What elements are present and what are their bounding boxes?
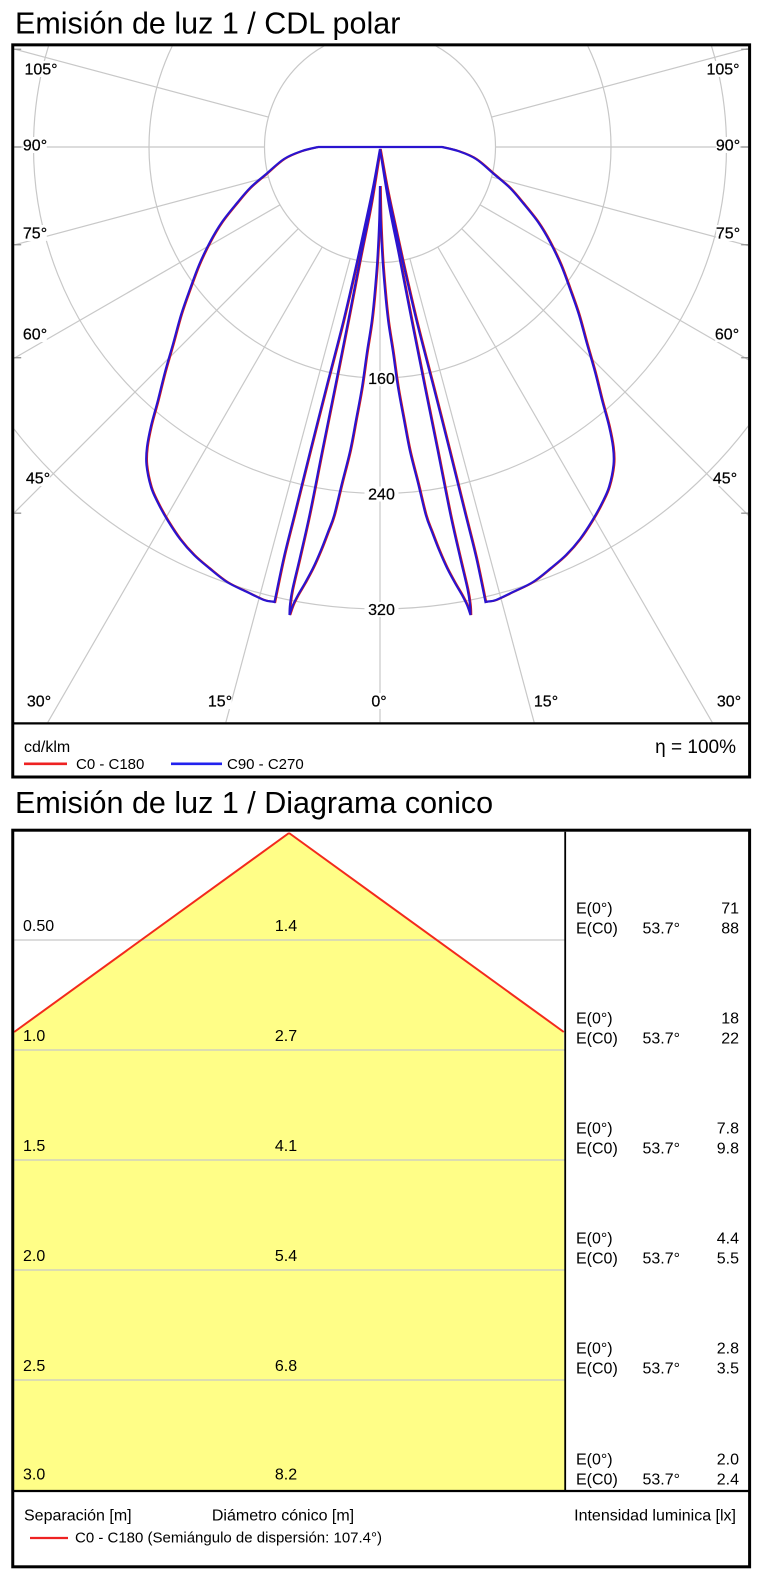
svg-text:53.7°: 53.7° bbox=[642, 1251, 680, 1268]
svg-text:15°: 15° bbox=[208, 694, 232, 711]
svg-text:240: 240 bbox=[368, 487, 395, 504]
svg-text:E(0°): E(0°) bbox=[576, 901, 613, 918]
svg-text:71: 71 bbox=[721, 901, 739, 918]
svg-text:18: 18 bbox=[721, 1011, 739, 1028]
svg-text:75°: 75° bbox=[716, 226, 740, 243]
svg-text:3.5: 3.5 bbox=[717, 1361, 739, 1378]
svg-text:Emisión de luz 1 / CDL polar: Emisión de luz 1 / CDL polar bbox=[15, 7, 400, 41]
svg-text:E(C0): E(C0) bbox=[576, 1141, 618, 1158]
svg-text:2.8: 2.8 bbox=[717, 1341, 739, 1358]
svg-text:75°: 75° bbox=[23, 226, 47, 243]
svg-text:C90 - C270: C90 - C270 bbox=[227, 756, 304, 773]
svg-text:E(C0): E(C0) bbox=[576, 1031, 618, 1048]
svg-text:320: 320 bbox=[368, 602, 395, 619]
svg-text:4.4: 4.4 bbox=[717, 1231, 739, 1248]
svg-text:9.8: 9.8 bbox=[717, 1141, 739, 1158]
svg-text:30°: 30° bbox=[27, 694, 51, 711]
svg-text:1.4: 1.4 bbox=[275, 918, 297, 935]
svg-text:0.50: 0.50 bbox=[23, 918, 54, 935]
svg-text:5.4: 5.4 bbox=[275, 1248, 297, 1265]
svg-text:E(C0): E(C0) bbox=[576, 921, 618, 938]
svg-text:Diámetro cónico [m]: Diámetro cónico [m] bbox=[212, 1508, 354, 1525]
svg-text:88: 88 bbox=[721, 921, 739, 938]
svg-text:E(0°): E(0°) bbox=[576, 1231, 613, 1248]
svg-text:Emisión de luz 1 / Diagrama co: Emisión de luz 1 / Diagrama conico bbox=[15, 786, 493, 820]
svg-text:5.5: 5.5 bbox=[717, 1251, 739, 1268]
svg-text:45°: 45° bbox=[713, 471, 737, 488]
svg-text:45°: 45° bbox=[26, 471, 50, 488]
svg-text:53.7°: 53.7° bbox=[642, 1141, 680, 1158]
svg-text:53.7°: 53.7° bbox=[642, 1361, 680, 1378]
svg-text:1.5: 1.5 bbox=[23, 1138, 45, 1155]
svg-text:60°: 60° bbox=[23, 327, 47, 344]
svg-text:E(C0): E(C0) bbox=[576, 1251, 618, 1268]
svg-text:7.8: 7.8 bbox=[717, 1121, 739, 1138]
svg-text:E(0°): E(0°) bbox=[576, 1121, 613, 1138]
svg-text:0°: 0° bbox=[371, 694, 386, 711]
svg-text:η = 100%: η = 100% bbox=[655, 737, 736, 758]
svg-text:E(0°): E(0°) bbox=[576, 1341, 613, 1358]
svg-text:2.4: 2.4 bbox=[717, 1472, 739, 1489]
svg-text:Intensidad luminica [lx]: Intensidad luminica [lx] bbox=[574, 1508, 736, 1525]
svg-text:105°: 105° bbox=[706, 62, 739, 79]
svg-text:22: 22 bbox=[721, 1031, 739, 1048]
svg-text:E(C0): E(C0) bbox=[576, 1472, 618, 1489]
svg-text:15°: 15° bbox=[534, 694, 558, 711]
svg-text:53.7°: 53.7° bbox=[642, 1472, 680, 1489]
svg-text:Separación [m]: Separación [m] bbox=[24, 1508, 132, 1525]
svg-text:6.8: 6.8 bbox=[275, 1358, 297, 1375]
svg-text:90°: 90° bbox=[23, 138, 47, 155]
svg-text:4.1: 4.1 bbox=[275, 1138, 297, 1155]
svg-text:105°: 105° bbox=[24, 62, 57, 79]
svg-text:8.2: 8.2 bbox=[275, 1467, 297, 1484]
svg-text:3.0: 3.0 bbox=[23, 1467, 45, 1484]
svg-text:53.7°: 53.7° bbox=[642, 1031, 680, 1048]
svg-text:53.7°: 53.7° bbox=[642, 921, 680, 938]
svg-text:1.0: 1.0 bbox=[23, 1028, 45, 1045]
svg-text:90°: 90° bbox=[716, 138, 740, 155]
svg-text:60°: 60° bbox=[715, 327, 739, 344]
svg-text:160: 160 bbox=[368, 371, 395, 388]
svg-text:E(0°): E(0°) bbox=[576, 1011, 613, 1028]
svg-text:2.7: 2.7 bbox=[275, 1028, 297, 1045]
svg-text:2.5: 2.5 bbox=[23, 1358, 45, 1375]
svg-text:2.0: 2.0 bbox=[717, 1452, 739, 1469]
svg-text:E(C0): E(C0) bbox=[576, 1361, 618, 1378]
svg-text:E(0°): E(0°) bbox=[576, 1452, 613, 1469]
svg-text:cd/klm: cd/klm bbox=[24, 739, 70, 756]
svg-text:30°: 30° bbox=[717, 694, 741, 711]
svg-text:C0 - C180 (Semiángulo de dispe: C0 - C180 (Semiángulo de dispersión: 107… bbox=[75, 1530, 382, 1547]
svg-text:C0 - C180: C0 - C180 bbox=[76, 756, 144, 773]
svg-text:2.0: 2.0 bbox=[23, 1248, 45, 1265]
